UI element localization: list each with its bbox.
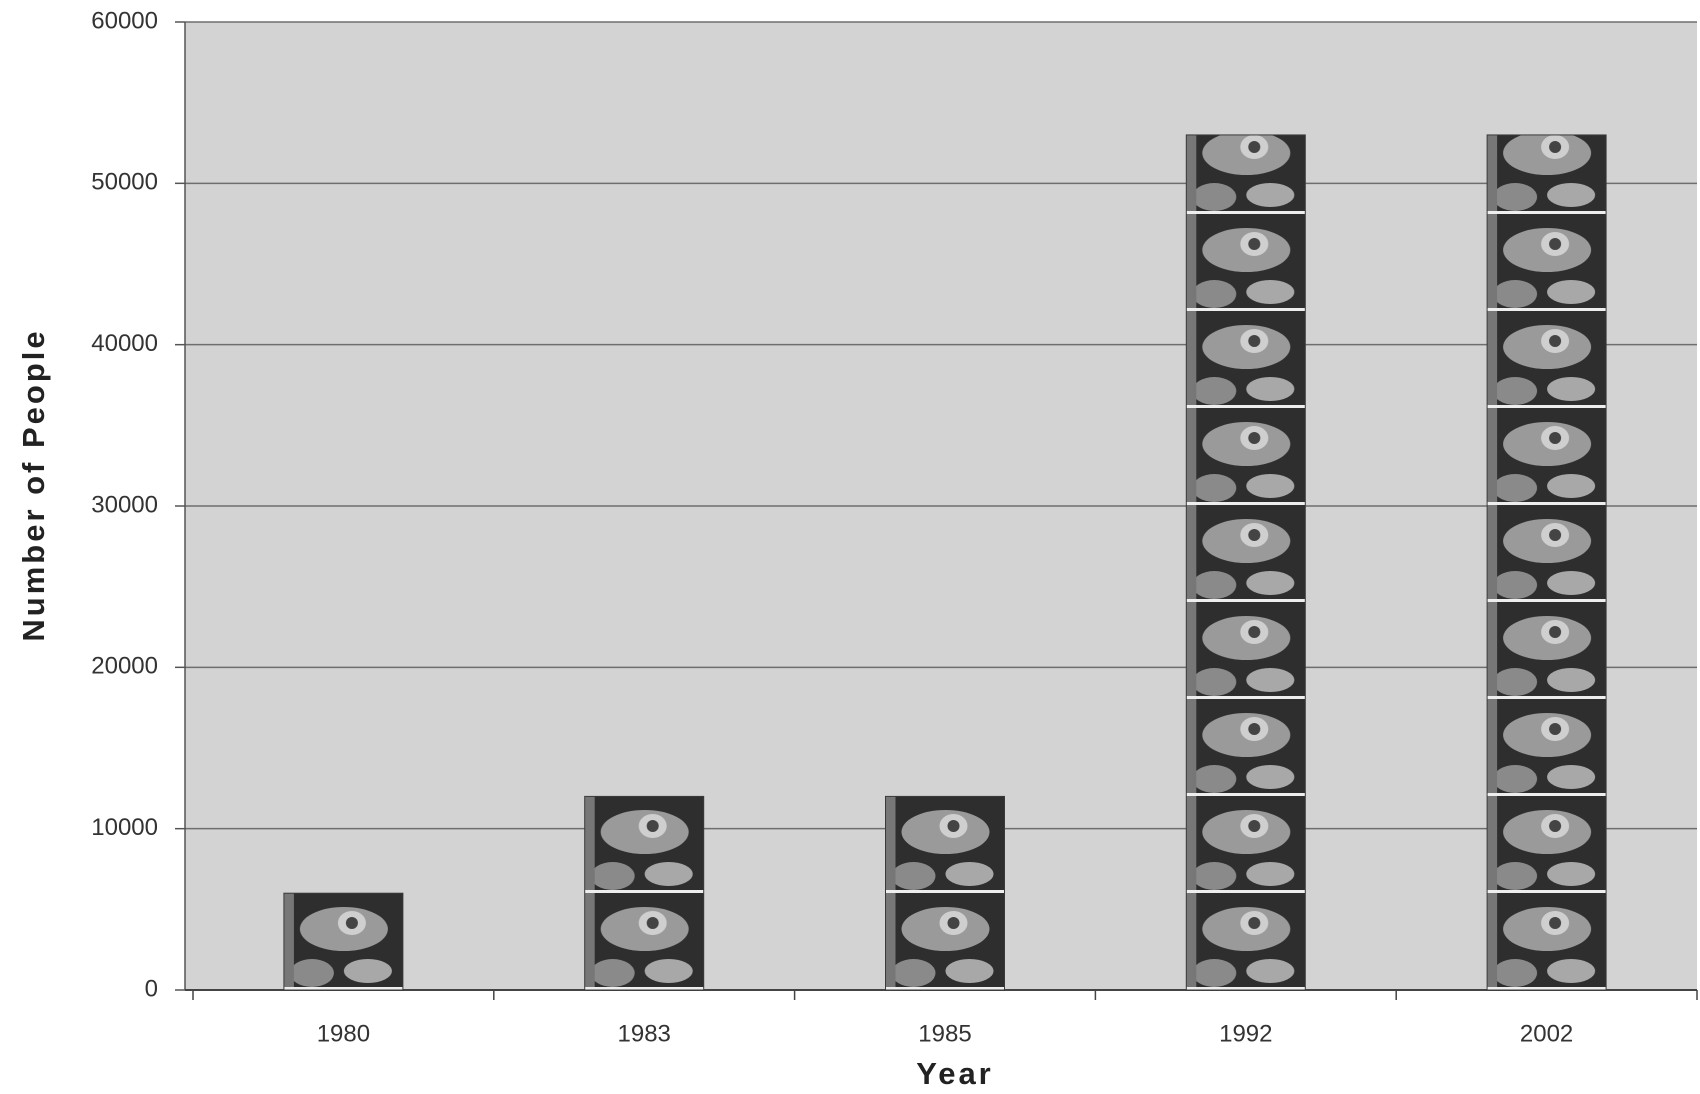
y-tick-label: 20000 [91,653,158,680]
bar [283,892,404,991]
y-tick-label: 30000 [91,491,158,518]
x-tick-label: 2002 [1520,1020,1573,1047]
x-tick-label: 1985 [918,1020,971,1047]
x-tick-label: 1980 [317,1020,370,1047]
y-tick-label: 60000 [91,7,158,34]
y-tick-label: 50000 [91,169,158,196]
bar [885,795,1005,991]
y-axis-title: Number of People [16,328,51,641]
y-tick-label: 10000 [91,814,158,841]
bar [1486,134,1607,991]
x-axis-title: Year [916,1056,994,1091]
bar [1185,134,1306,991]
x-tick-label: 1992 [1219,1020,1272,1047]
y-tick-label: 40000 [91,330,158,357]
x-tick-label: 1983 [618,1020,671,1047]
bar [584,795,705,991]
y-tick-label: 0 [145,975,158,1002]
